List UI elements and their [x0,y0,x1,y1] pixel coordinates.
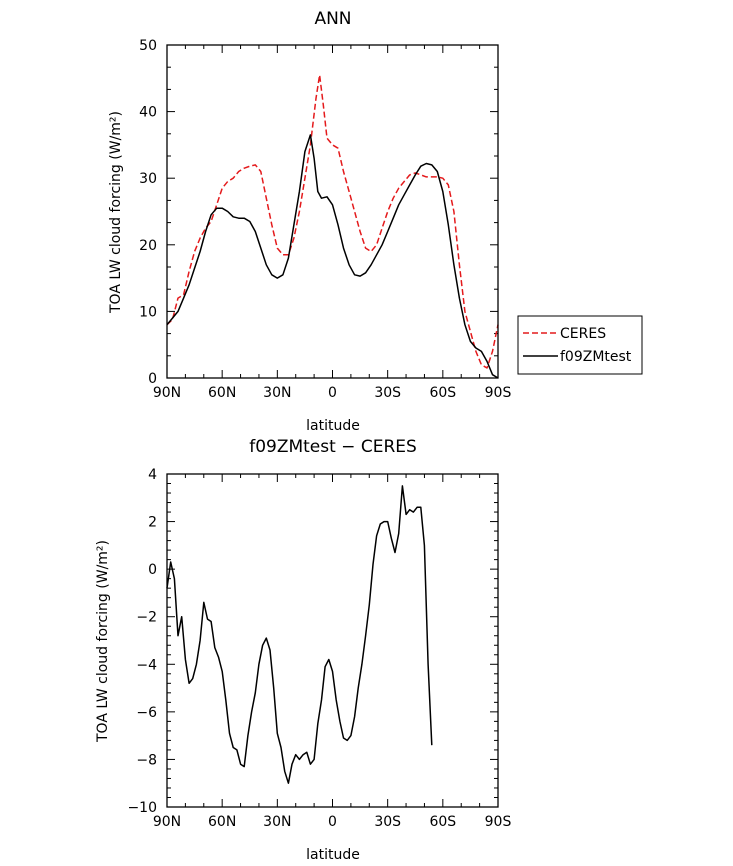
x-tick-label: 0 [328,385,337,401]
y-tick-label: 0 [148,562,157,578]
x-tick-label: 90N [153,814,181,830]
series-layer [166,74,499,379]
y-tick-label: 2 [148,515,157,531]
y-tick-label: −8 [136,752,157,768]
panel-annual-mean: ANN 0 10 20 30 40 50 90N 60N 30N 0 30S 60S 90S latit… [108,9,643,434]
series-line-f09zmtest [166,134,499,379]
x-tick-label: 60N [208,385,236,401]
y-tick-label: 50 [139,38,157,54]
panel-difference: f09ZMtest − CERES −10 −8 −6 −4 −2 0 2 4 90N 60N 30… [95,437,511,863]
plot-frame [166,44,499,379]
series-layer [166,485,433,784]
legend: CERES f09ZMtest [517,315,643,375]
y-tick-label: −10 [127,800,157,816]
x-tick-label: 90S [485,385,512,401]
y-tick-label: 4 [148,467,157,483]
plot-frame [166,473,499,808]
y-tick-label: 30 [139,171,157,187]
x-tick-label: 90S [485,814,512,830]
y-tick-label: −4 [136,657,157,673]
x-axis-label: latitude [306,847,360,863]
panel-title: ANN [314,9,351,29]
panel-title: f09ZMtest − CERES [249,437,417,457]
x-tick-label: 60N [208,814,236,830]
y-tick-label: −6 [136,705,157,721]
y-axis-label: TOA LW cloud forcing (W/m²) [95,540,111,743]
y-tick-label: 40 [139,105,157,121]
x-tick-label: 30S [374,814,401,830]
axis-ticks: −10 −8 −6 −4 −2 0 2 4 90N 60N 30N 0 30S 60S 90S [127,467,511,830]
x-tick-label: 30N [263,385,291,401]
y-tick-label: 10 [139,304,157,320]
y-tick-label: 0 [148,371,157,387]
x-tick-label: 90N [153,385,181,401]
x-tick-label: 30N [263,814,291,830]
x-tick-label: 0 [328,814,337,830]
axis-ticks: 0 10 20 30 40 50 90N 60N 30N 0 30S 60S 90S [139,38,511,401]
y-axis-label: TOA LW cloud forcing (W/m²) [108,111,124,314]
x-tick-label: 60S [429,814,456,830]
x-tick-label: 30S [374,385,401,401]
x-tick-label: 60S [429,385,456,401]
y-tick-label: 20 [139,238,157,254]
legend-label-model: f09ZMtest [560,349,632,365]
series-line-ceres [166,74,499,369]
x-axis-label: latitude [306,418,360,434]
y-tick-label: −2 [136,610,157,626]
legend-label-ceres: CERES [560,326,606,342]
legend-box [517,315,643,375]
series-line-difference [166,485,433,784]
